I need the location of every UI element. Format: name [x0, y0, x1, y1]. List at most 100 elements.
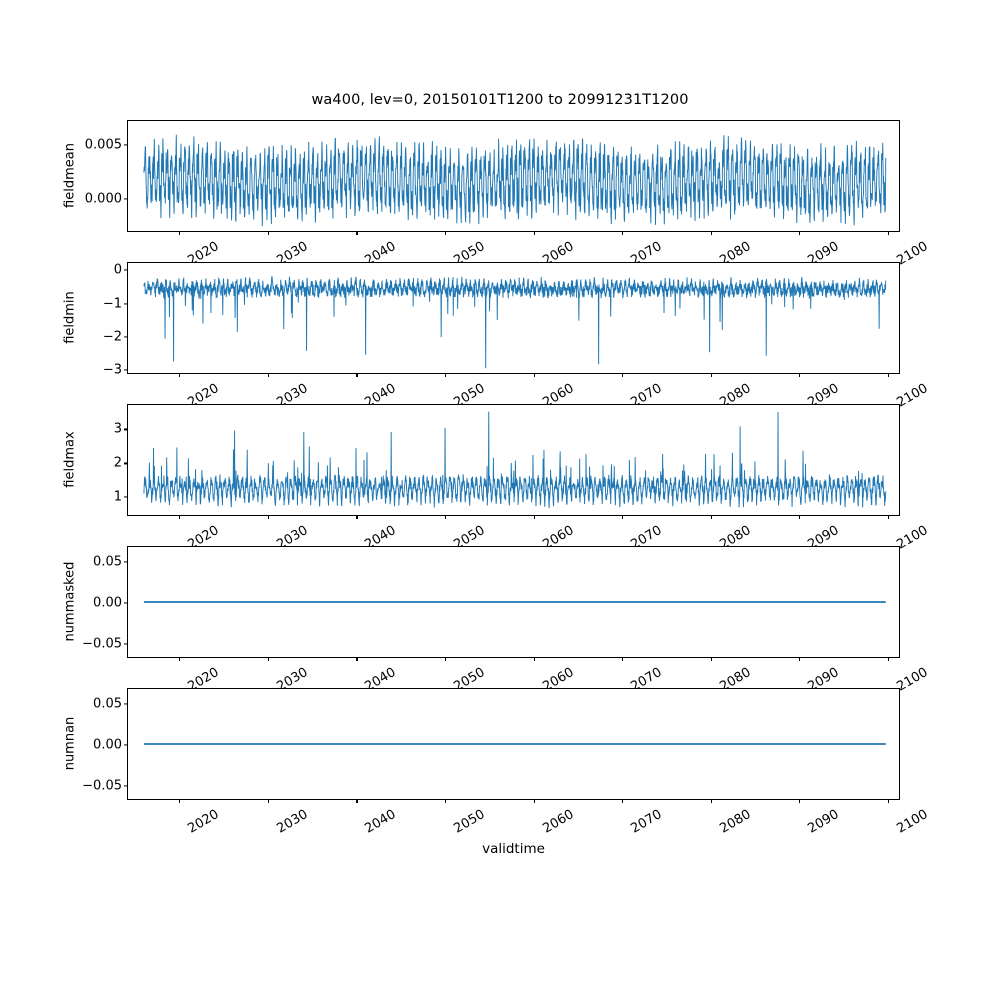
y-tick-label: 0.00 [93, 595, 122, 611]
x-tick-label: 2040 [362, 807, 400, 837]
y-tick-label: 0.05 [93, 554, 122, 570]
plot-area-fieldmax [128, 405, 899, 515]
x-tick-label: 2100 [894, 807, 931, 837]
x-tick-mark [799, 373, 801, 377]
x-tick-mark [179, 231, 181, 235]
x-tick-mark [887, 231, 889, 235]
x-tick-label: 2070 [628, 807, 665, 837]
y-tick-mark [124, 369, 128, 371]
panel-numnan: 0.05 0.00 −0.05 numnan 2020 2030 2040 2050 2060 2… [63, 688, 930, 837]
x-tick-mark [622, 515, 624, 519]
y-tick-label: −2 [102, 329, 122, 345]
series-line-nummasked [143, 601, 886, 603]
x-tick-mark [710, 657, 712, 661]
y-tick-label: 1 [113, 489, 122, 505]
series-line-fieldmin [143, 276, 887, 369]
y-tick-mark [124, 462, 128, 464]
y-axis-label-fieldmin: fieldmin [62, 291, 78, 344]
x-tick-mark [356, 657, 358, 661]
y-axis-label-numnan: numnan [62, 716, 78, 771]
y-tick-label: 0.000 [84, 191, 122, 207]
x-tick-mark [799, 799, 801, 803]
y-tick-mark [124, 428, 128, 430]
panel-fieldmax: 3 2 1 fieldmax 2020 2030 2040 2050 2060 2070 2080 2… [63, 404, 930, 553]
series-line-fieldmean [143, 134, 887, 227]
x-tick-mark [267, 657, 270, 661]
x-tick-mark [179, 657, 181, 661]
plot-area-fieldmean [128, 121, 899, 231]
x-tick-mark [533, 373, 535, 377]
y-tick-mark [124, 561, 128, 563]
x-tick-mark [444, 657, 447, 661]
series-line-numnan [143, 743, 886, 745]
y-tick-mark [124, 144, 128, 146]
x-tick-mark [356, 373, 358, 377]
y-tick-mark [124, 496, 128, 498]
x-tick-mark [710, 373, 712, 377]
y-axis-label-fieldmax: fieldmax [62, 431, 78, 488]
x-tick-mark [356, 515, 358, 519]
x-tick-mark [267, 799, 270, 803]
x-tick-mark [356, 231, 358, 235]
x-tick-mark [887, 799, 889, 803]
y-tick-label: −0.05 [82, 778, 122, 794]
figure-title: wa400, lev=0, 20150101T1200 to 20991231T… [311, 92, 689, 108]
x-tick-mark [267, 515, 270, 519]
x-tick-mark [444, 373, 447, 377]
x-tick-mark [622, 231, 624, 235]
x-tick-mark [799, 515, 801, 519]
x-tick-mark [887, 657, 889, 661]
y-tick-mark [124, 785, 128, 787]
y-tick-label: 0.00 [93, 737, 122, 753]
y-tick-mark [124, 703, 128, 705]
panel-fieldmean: 0.005 0.000 fieldmean 2020 2030 2040 2050 2060 2… [63, 120, 930, 269]
x-tick-mark [179, 799, 181, 803]
y-tick-mark [124, 602, 128, 604]
y-tick-mark [124, 198, 128, 200]
x-tick-mark [887, 515, 889, 519]
y-tick-label: 3 [113, 421, 122, 437]
x-tick-mark [533, 515, 535, 519]
plot-area-numnan [128, 689, 899, 799]
x-tick-mark [799, 657, 801, 661]
y-tick-mark [124, 269, 128, 271]
x-tick-mark [444, 231, 447, 235]
y-tick-label: 0 [113, 262, 122, 278]
y-tick-mark [124, 744, 128, 746]
x-tick-mark [710, 515, 712, 519]
plot-area-nummasked [128, 547, 899, 657]
x-tick-mark [622, 657, 624, 661]
y-tick-mark [124, 302, 128, 305]
x-tick-mark [179, 373, 181, 377]
x-tick-label: 2030 [274, 807, 311, 837]
x-tick-mark [444, 515, 447, 519]
x-tick-mark [710, 799, 712, 803]
y-tick-label: 2 [113, 455, 122, 471]
x-tick-mark [887, 373, 889, 377]
x-tick-label: 2020 [185, 807, 222, 837]
y-tick-label: 0.005 [84, 137, 122, 153]
x-tick-label: 2050 [451, 807, 488, 837]
x-tick-mark [622, 373, 624, 377]
x-tick-mark [267, 373, 270, 377]
x-tick-mark [179, 515, 181, 519]
series-line-fieldmax [143, 411, 887, 509]
y-tick-label: 0.05 [93, 696, 122, 712]
y-axis-label-fieldmean: fieldmean [62, 143, 78, 208]
y-axis-label-nummasked: nummasked [62, 561, 78, 642]
x-tick-label: 2080 [717, 807, 754, 837]
y-tick-mark [124, 336, 128, 338]
y-tick-label: −0.05 [82, 636, 122, 652]
x-tick-mark [799, 231, 801, 235]
plot-area-fieldmin [128, 263, 899, 373]
x-tick-label: 2060 [539, 807, 577, 837]
y-tick-label: −3 [102, 362, 122, 378]
x-tick-mark [356, 799, 358, 803]
x-tick-mark [444, 799, 447, 803]
x-tick-mark [267, 231, 270, 235]
x-tick-mark [533, 231, 535, 235]
x-tick-mark [533, 799, 535, 803]
y-tick-label: −1 [102, 296, 122, 312]
x-tick-mark [533, 657, 535, 661]
